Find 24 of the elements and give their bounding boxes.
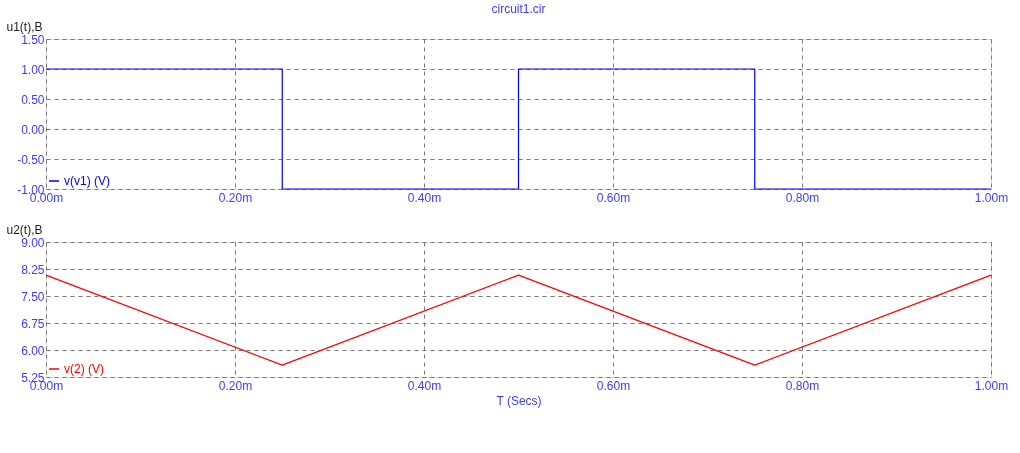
y-tick-label: 0.00 — [21, 122, 45, 137]
x-tick-label: 1.00m — [974, 190, 1009, 205]
y-axis-title: u1(t),B — [6, 19, 43, 34]
y-tick-label: 8.25 — [21, 262, 45, 277]
y-tick-label: -0.50 — [17, 152, 45, 167]
x-tick-label: 0.40m — [407, 190, 442, 205]
x-axis-title: T (Secs) — [496, 393, 542, 408]
x-tick-label: 0.40m — [407, 378, 442, 393]
x-tick-label: 0.20m — [218, 378, 253, 393]
y-tick-label: 0.50 — [21, 92, 45, 107]
legend-label: v(v1) (V) — [64, 174, 110, 188]
y-tick-label: 6.75 — [21, 316, 45, 331]
y-tick-label: 1.00 — [21, 62, 45, 77]
y-axis-title: u2(t),B — [6, 222, 43, 237]
x-tick-label: 0.60m — [596, 190, 631, 205]
y-tick-label: 6.00 — [21, 343, 45, 358]
legend-label: v(2) (V) — [64, 362, 104, 376]
x-tick-label: 0.20m — [218, 190, 253, 205]
x-tick-label: 0.80m — [785, 190, 820, 205]
x-tick-label: 0.60m — [596, 378, 631, 393]
y-tick-label: 7.50 — [21, 289, 45, 304]
chart-title: circuit1.cir — [491, 2, 546, 16]
x-tick-label: 1.00m — [974, 378, 1009, 393]
x-tick-label: 0.80m — [785, 378, 820, 393]
